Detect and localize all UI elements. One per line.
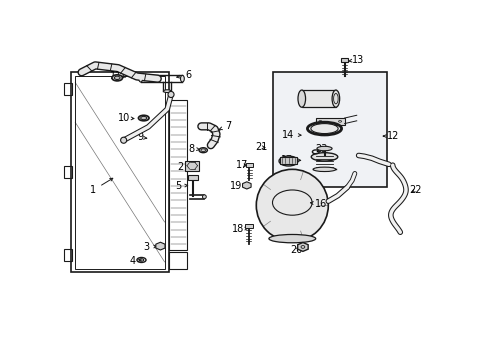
Bar	[315, 118, 344, 125]
Text: 5: 5	[175, 181, 187, 191]
Ellipse shape	[310, 123, 338, 134]
Ellipse shape	[311, 153, 337, 161]
Text: 19: 19	[230, 181, 246, 191]
Text: 10: 10	[117, 113, 134, 123]
Ellipse shape	[180, 75, 184, 82]
Ellipse shape	[139, 75, 142, 82]
Text: 3: 3	[143, 242, 156, 252]
Text: 7: 7	[219, 121, 230, 131]
Text: 16: 16	[310, 199, 326, 209]
Bar	[273, 72, 386, 187]
Text: 17: 17	[236, 160, 248, 170]
Bar	[280, 157, 296, 164]
Ellipse shape	[199, 148, 207, 153]
Bar	[70, 72, 169, 272]
Ellipse shape	[114, 76, 120, 80]
Polygon shape	[242, 182, 250, 189]
Text: 6: 6	[176, 70, 191, 80]
Ellipse shape	[331, 90, 339, 107]
Ellipse shape	[141, 116, 146, 120]
Text: 4: 4	[129, 256, 141, 266]
Ellipse shape	[202, 195, 206, 199]
Text: 22: 22	[408, 185, 421, 195]
Ellipse shape	[163, 90, 171, 93]
Text: 2: 2	[177, 162, 189, 172]
Text: 20: 20	[289, 245, 302, 255]
Ellipse shape	[256, 169, 327, 242]
Bar	[169, 100, 187, 250]
Bar	[169, 252, 187, 269]
Ellipse shape	[138, 115, 149, 121]
Polygon shape	[297, 243, 307, 251]
Ellipse shape	[297, 90, 305, 107]
Ellipse shape	[121, 137, 126, 143]
Bar	[301, 90, 335, 107]
Text: 1: 1	[90, 178, 113, 195]
Text: 21: 21	[255, 142, 267, 152]
Text: 11: 11	[110, 71, 125, 81]
Text: 8: 8	[188, 144, 200, 153]
Polygon shape	[156, 242, 164, 250]
Bar	[187, 175, 198, 180]
Ellipse shape	[279, 156, 297, 166]
Ellipse shape	[312, 167, 335, 172]
Ellipse shape	[112, 75, 122, 81]
Text: 12: 12	[383, 131, 398, 141]
Text: 9: 9	[137, 132, 146, 143]
Text: 14: 14	[282, 130, 301, 140]
Bar	[63, 166, 72, 178]
Bar	[244, 224, 252, 228]
Ellipse shape	[316, 146, 331, 151]
Bar	[63, 83, 72, 95]
Bar	[63, 249, 72, 261]
Text: 15: 15	[281, 155, 300, 165]
Bar	[245, 163, 253, 167]
Bar	[340, 58, 347, 62]
Text: 18: 18	[232, 224, 247, 234]
Ellipse shape	[268, 234, 315, 243]
Ellipse shape	[168, 91, 174, 98]
Text: 23: 23	[315, 144, 327, 153]
Bar	[75, 76, 164, 269]
Text: 13: 13	[348, 55, 363, 65]
FancyBboxPatch shape	[185, 161, 199, 171]
